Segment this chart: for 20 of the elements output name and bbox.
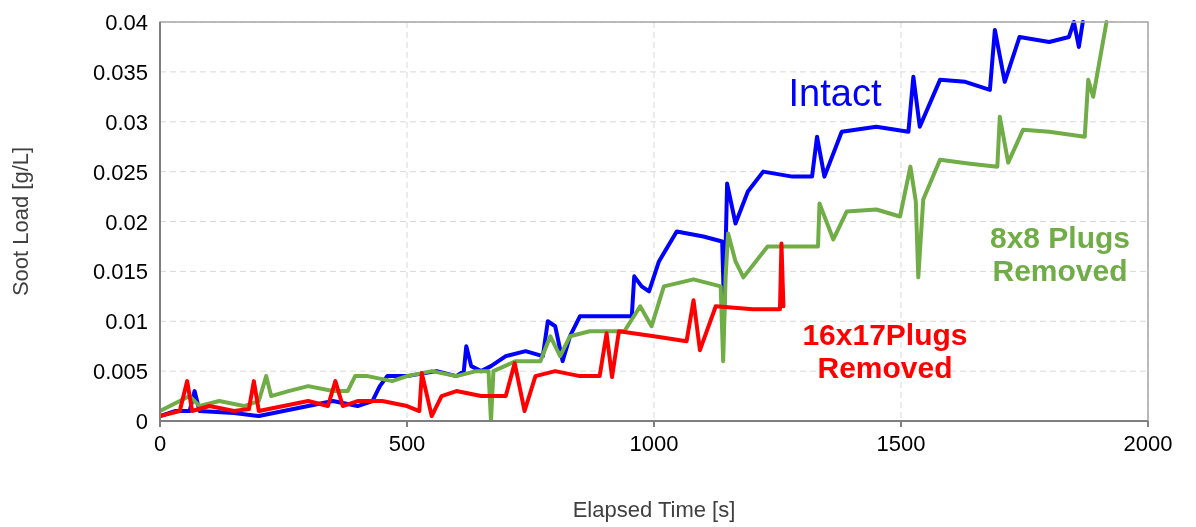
y-axis-title: Soot Load [g/L]	[8, 146, 33, 297]
line-series	[160, 241, 786, 419]
x-tick-label: 1000	[629, 431, 679, 456]
y-tick-label: 0.025	[92, 159, 148, 185]
x-tick-label: 0	[153, 431, 167, 456]
y-tick-label: 0.005	[92, 359, 148, 385]
x-tick-label: 1500	[876, 431, 926, 456]
x-tick-label: 2000	[1123, 431, 1173, 456]
y-tick-label: 0.03	[105, 109, 148, 135]
x-tick-label: 500	[388, 431, 426, 456]
y-tick-label: 0.02	[105, 209, 148, 235]
y-tick-label: 0	[135, 409, 148, 434]
x-axis-title: Elapsed Time [s]	[572, 497, 736, 522]
series-label: Intact	[788, 72, 882, 114]
y-tick-label: 0.04	[105, 10, 148, 35]
y-tick-label: 0.01	[105, 309, 148, 335]
y-tick-label: 0.035	[92, 59, 148, 85]
y-tick-label: 0.015	[92, 259, 148, 285]
series-label: 16x17Plugs Removed	[802, 318, 968, 384]
series-label: 8x8 Plugs Removed	[989, 221, 1131, 287]
